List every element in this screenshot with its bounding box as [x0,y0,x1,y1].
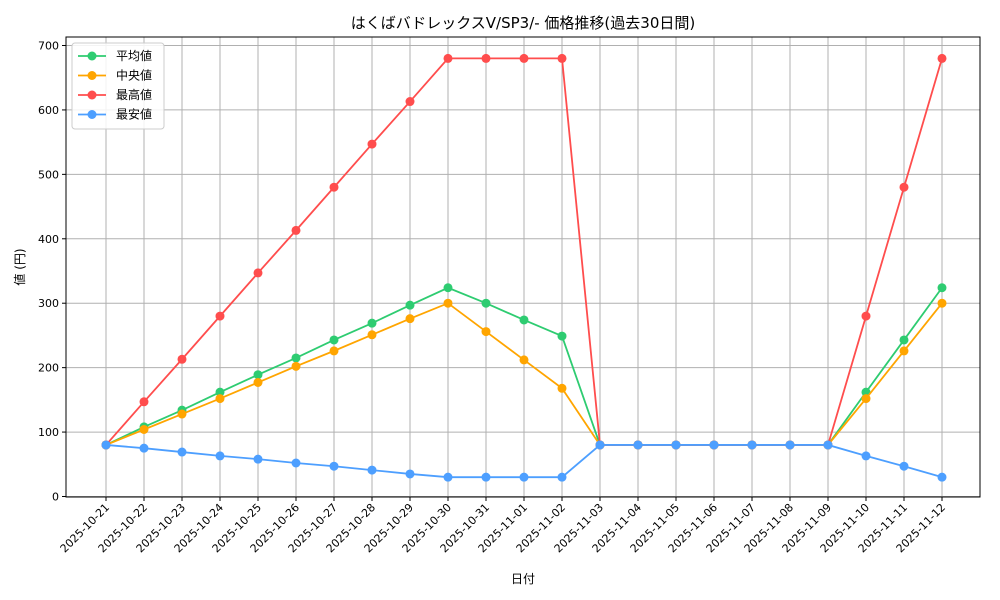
data-point [139,424,149,434]
data-point [405,469,415,479]
data-point [823,440,833,450]
y-tick-label: 600 [38,104,59,117]
data-point [899,346,909,356]
data-point [519,315,529,325]
legend-marker [87,90,97,100]
data-point [937,53,947,63]
data-point [177,409,187,419]
data-point [443,53,453,63]
data-point [937,472,947,482]
data-point [367,318,377,328]
legend-marker [87,71,97,80]
data-point [405,300,415,310]
data-point [519,53,529,63]
data-point [367,139,377,149]
data-point [557,472,567,482]
data-point [671,440,681,450]
data-point [367,465,377,475]
data-point [633,440,643,450]
data-point [443,283,453,293]
y-axis-label: 値 (円) [12,248,27,285]
y-tick-label: 100 [38,426,59,439]
data-point [367,330,377,340]
data-point [177,354,187,364]
data-point [405,97,415,107]
data-point [253,454,263,464]
data-point [861,394,871,404]
y-tick-label: 400 [38,233,59,246]
data-point [101,440,111,450]
data-point [329,335,339,345]
legend-label: 最高値 [116,87,152,102]
data-point [481,53,491,63]
data-point [253,377,263,387]
data-point [291,361,301,371]
data-point [709,440,719,450]
data-point [557,53,567,63]
data-point [557,383,567,393]
data-point [747,440,757,450]
data-point [481,298,491,308]
data-point [253,268,263,278]
legend-marker [87,51,97,61]
data-point [899,461,909,471]
data-point [481,472,491,482]
data-point [329,346,339,356]
data-point [215,394,225,404]
data-point [519,472,529,482]
data-point [215,311,225,321]
y-tick-label: 0 [52,491,59,504]
chart-title: はくばバドレックスV/SP3/- 価格推移(過去30日間) [351,14,695,32]
data-point [557,331,567,341]
y-tick-label: 500 [38,168,59,181]
data-point [785,440,795,450]
data-point [899,182,909,192]
data-point [937,298,947,308]
y-tick-label: 200 [38,362,59,375]
y-tick-label: 700 [38,40,59,53]
data-point [481,327,491,337]
plot-area [65,36,981,498]
y-tick-label: 300 [38,297,59,310]
data-point [139,397,149,407]
data-point [861,311,871,321]
data-point [329,461,339,471]
data-point [329,182,339,192]
data-point [139,443,149,453]
legend-marker [87,110,97,119]
data-point [443,298,453,308]
legend-label: 平均値 [116,48,152,63]
data-point [253,370,263,380]
data-point [291,225,301,235]
data-point [519,355,529,365]
data-point [177,447,187,457]
data-point [937,283,947,293]
data-point [291,353,301,363]
series-3 [101,440,947,482]
data-point [215,387,225,397]
data-point [405,314,415,324]
data-point [443,472,453,482]
data-point [215,451,225,461]
data-point [595,440,605,450]
data-point [861,451,871,461]
legend-label: 中央値 [116,68,152,83]
x-axis-label: 日付 [511,572,535,586]
legend-label: 最安値 [116,107,152,122]
data-point [899,335,909,345]
data-point [291,458,301,468]
